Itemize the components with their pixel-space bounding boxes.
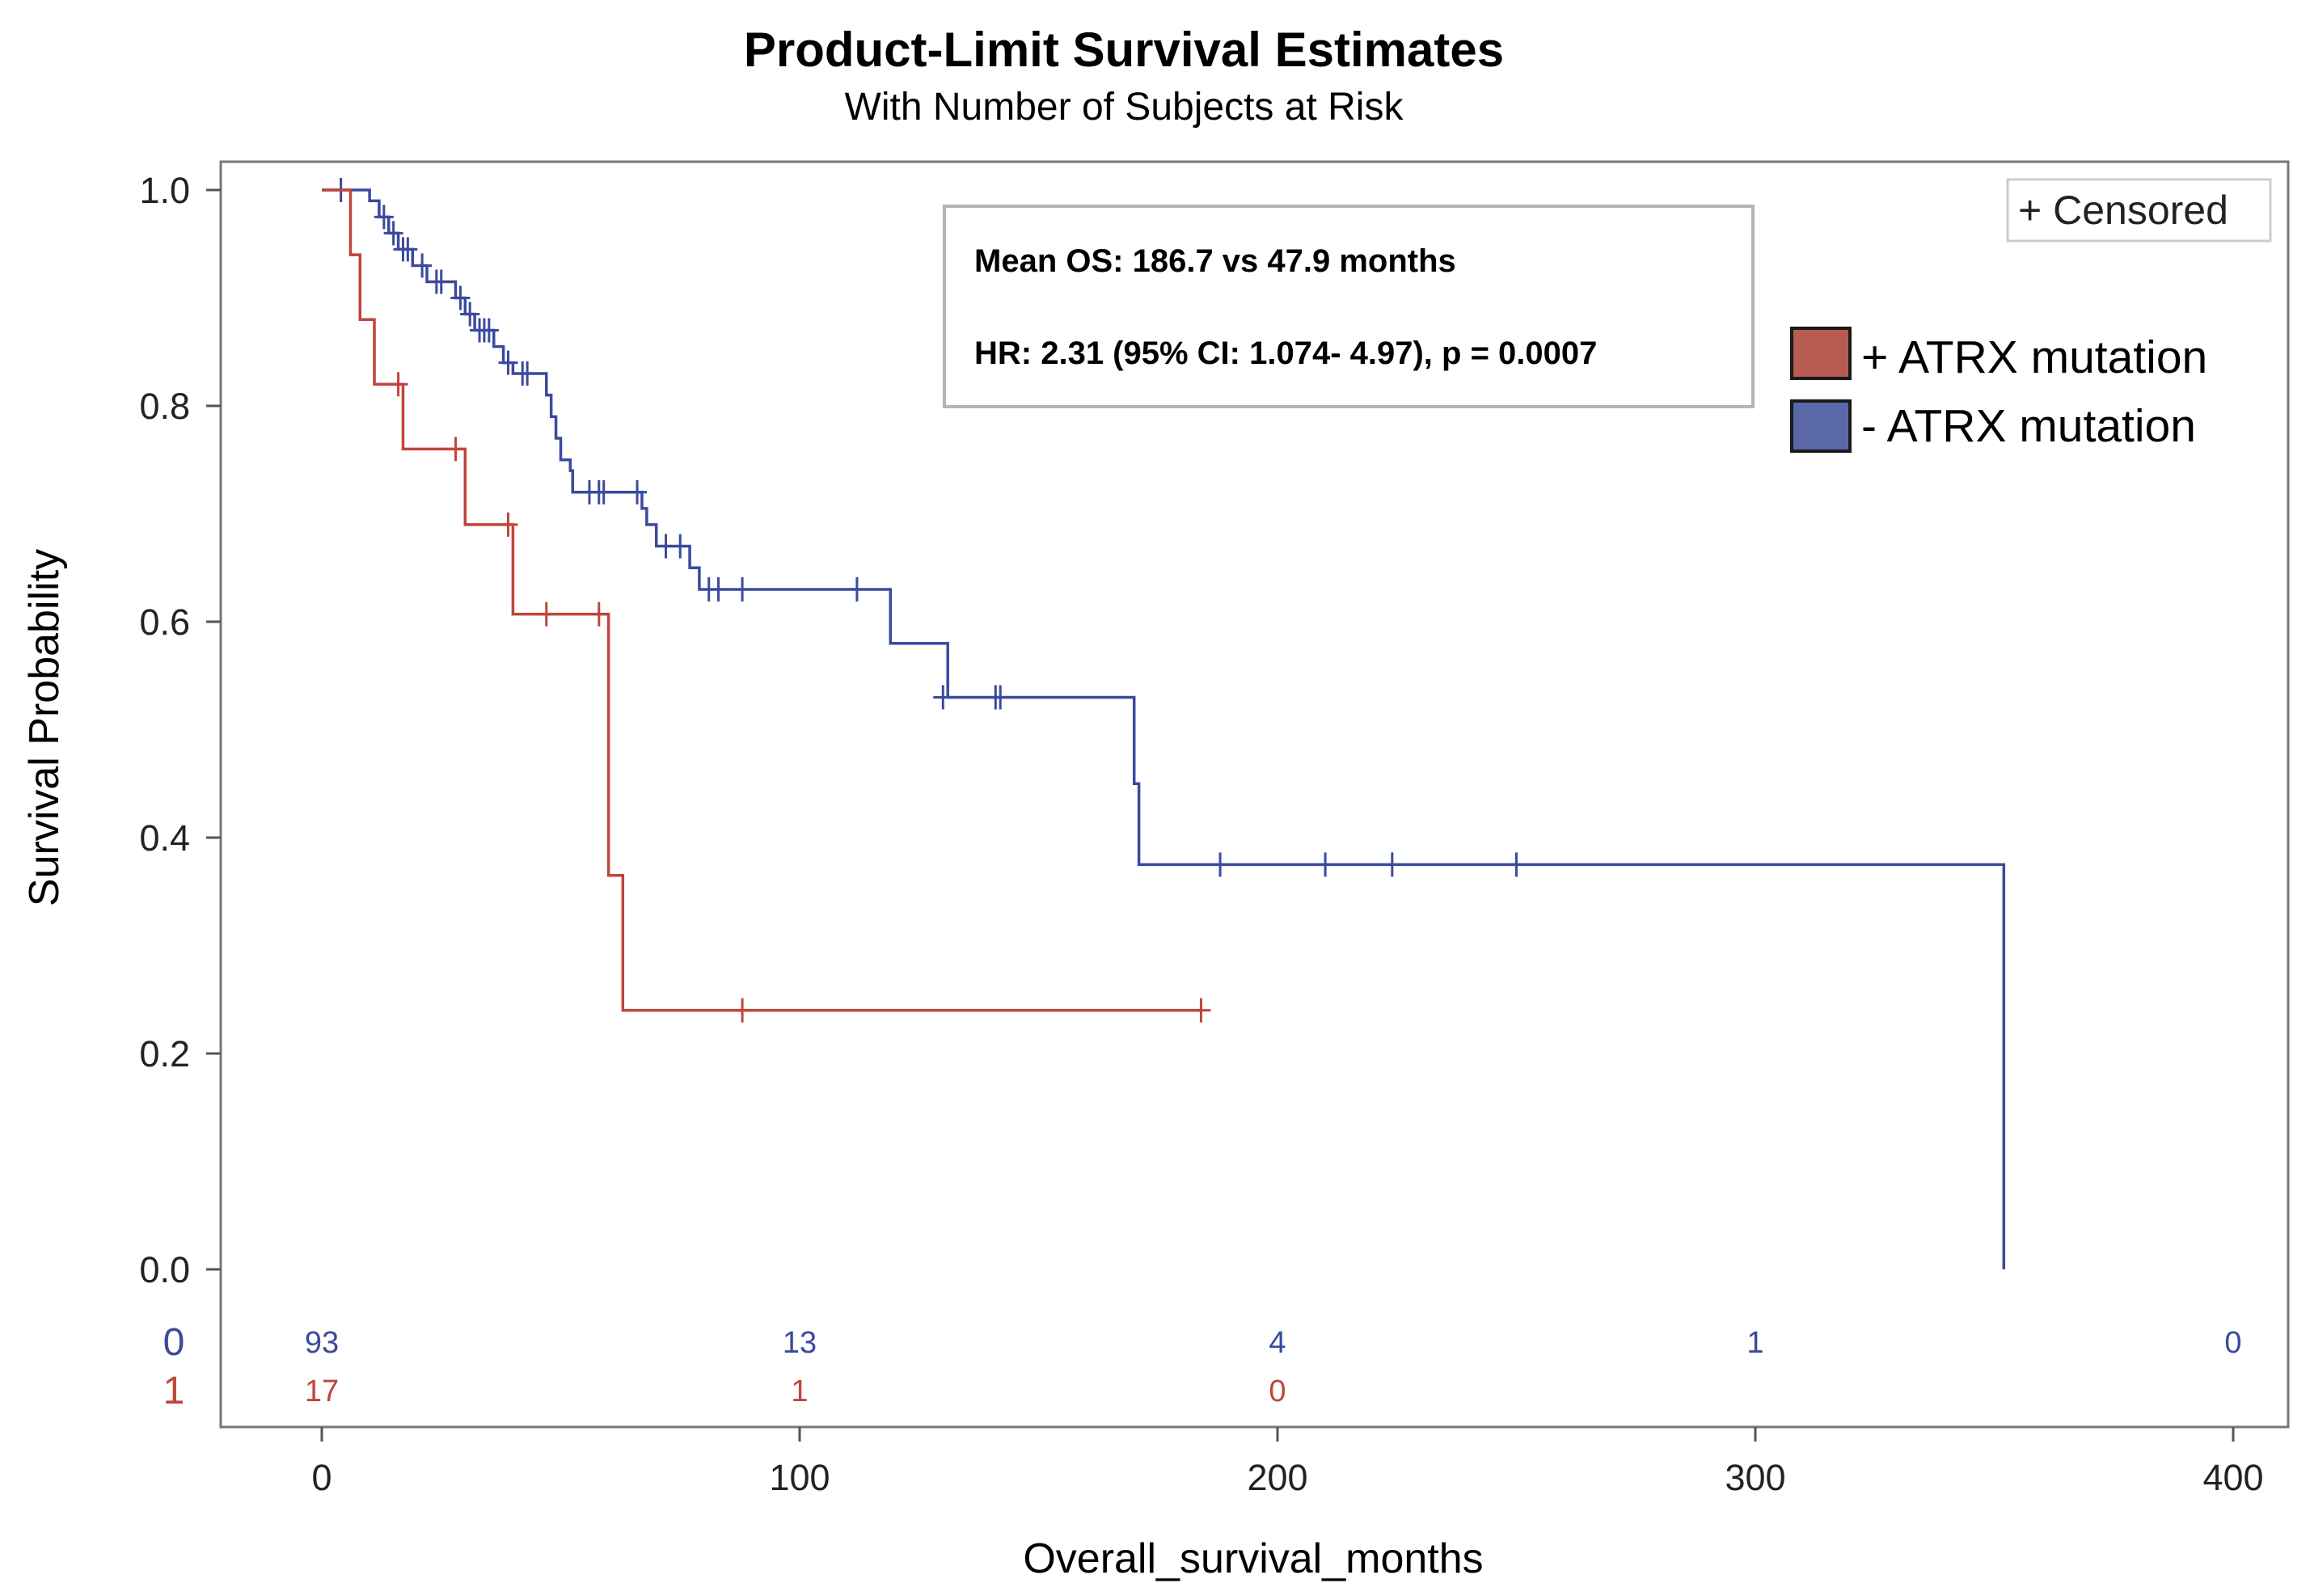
- y-tick-label: 0.2: [139, 1033, 190, 1075]
- plot-frame: [219, 160, 2290, 1429]
- x-tick-label: 300: [1725, 1457, 1785, 1498]
- censored-legend: + Censored: [2018, 188, 2228, 233]
- at-risk-count: 13: [783, 1326, 817, 1360]
- at-risk-group-label: 1: [163, 1370, 185, 1412]
- at-risk-count: 1: [1746, 1326, 1763, 1360]
- at-risk-count: 93: [305, 1326, 339, 1360]
- chart-subtitle: With Number of Subjects at Risk: [845, 86, 1404, 129]
- y-tick-label: 1.0: [139, 170, 190, 211]
- at-risk-count: 1: [791, 1374, 808, 1408]
- x-tick-label: 100: [769, 1457, 830, 1498]
- at-risk-table: 0 93 13 4 1 0 1 17 1 0: [163, 1321, 2242, 1412]
- legend-swatch-atrx-negative: [1790, 399, 1852, 453]
- survival-curve-group-0: [322, 188, 2006, 1269]
- annotation-box: [943, 205, 1755, 408]
- survival-curve-group-1: [322, 188, 1201, 1012]
- x-tick-label: 400: [2202, 1457, 2263, 1498]
- y-axis: 0.0 0.2 0.4 0.6 0.8 1.0: [139, 170, 221, 1290]
- y-tick-label: 0.0: [139, 1249, 190, 1290]
- y-tick-label: 0.6: [139, 602, 190, 643]
- censored-legend-box: [2006, 178, 2272, 243]
- at-risk-count: 17: [305, 1374, 339, 1408]
- legend-label-atrx-positive: + ATRX mutation: [1861, 331, 2207, 383]
- legend-label-atrx-negative: - ATRX mutation: [1861, 400, 2196, 452]
- x-axis-label: Overall_survival_months: [1023, 1535, 1483, 1582]
- at-risk-count: 4: [1269, 1326, 1286, 1360]
- y-tick-label: 0.8: [139, 386, 190, 427]
- legend-swatch-atrx-positive: [1790, 327, 1852, 380]
- mean-os-text: Mean OS: 186.7 vs 47.9 months: [974, 243, 1456, 279]
- at-risk-count: 0: [2224, 1326, 2241, 1360]
- at-risk-group-label: 0: [163, 1321, 185, 1364]
- x-tick-label: 200: [1247, 1457, 1307, 1498]
- at-risk-count: 0: [1269, 1374, 1286, 1408]
- y-axis-label: Survival Probability: [21, 549, 68, 906]
- y-tick-label: 0.4: [139, 817, 190, 859]
- survival-curves: [322, 178, 2006, 1269]
- x-tick-label: 0: [311, 1457, 332, 1498]
- x-axis: 0 100 200 300 400: [311, 1427, 2264, 1498]
- hazard-ratio-text: HR: 2.31 (95% CI: 1.074- 4.97), p = 0.00…: [974, 336, 1597, 371]
- chart-title: Product-Limit Survival Estimates: [744, 23, 1504, 77]
